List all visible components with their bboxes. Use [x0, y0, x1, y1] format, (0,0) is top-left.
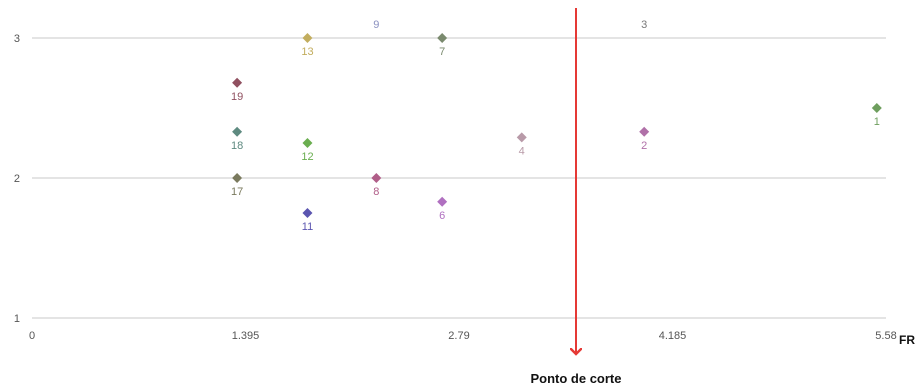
data-point-19: 19 — [231, 77, 243, 103]
data-point-4: 4 — [516, 132, 527, 157]
point-label: 1 — [874, 116, 880, 128]
x-axis-ticks: 0 1.395 2.79 4.185 5.58 — [29, 330, 897, 342]
point-marker — [302, 208, 313, 218]
point-label: 13 — [301, 46, 313, 58]
point-marker — [516, 132, 527, 143]
y-tick-label: 2 — [14, 173, 20, 185]
data-point-17: 17 — [231, 173, 243, 198]
x-tick-label: 5.58 — [875, 330, 896, 342]
grid-lines — [32, 37, 886, 319]
x-axis-title: FR — [899, 333, 915, 347]
x-tick-label: 4.185 — [659, 330, 687, 342]
point-label: 11 — [302, 221, 313, 233]
y-axis-ticks: 1 2 3 — [14, 33, 20, 325]
data-point-6: 6 — [437, 196, 448, 222]
point-label: 9 — [373, 19, 379, 31]
data-point-11: 11 — [302, 208, 313, 233]
point-marker — [302, 33, 313, 43]
data-point-9: 9 — [373, 19, 379, 31]
data-point-1: 1 — [871, 103, 882, 128]
point-label: 2 — [641, 140, 647, 152]
point-label: 12 — [301, 151, 313, 163]
point-marker — [639, 126, 650, 137]
point-label: 3 — [641, 19, 647, 31]
point-marker — [437, 196, 448, 207]
x-tick-label: 1.395 — [232, 330, 260, 342]
point-label: 18 — [231, 140, 243, 152]
point-label: 17 — [231, 186, 243, 198]
point-label: 19 — [231, 91, 243, 103]
data-point-2: 2 — [639, 126, 650, 152]
point-marker — [232, 173, 243, 183]
x-tick-label: 0 — [29, 330, 35, 342]
y-tick-label: 3 — [14, 33, 20, 45]
y-tick-label: 1 — [14, 313, 20, 325]
data-point-7: 7 — [437, 33, 448, 58]
point-label: 7 — [439, 46, 445, 58]
data-point-3: 3 — [641, 19, 647, 31]
point-label: 6 — [439, 210, 445, 222]
data-point-18: 18 — [231, 126, 243, 152]
point-marker — [232, 126, 243, 137]
data-point-13: 13 — [301, 33, 314, 58]
point-label: 4 — [519, 145, 525, 157]
point-marker — [302, 138, 313, 148]
point-marker — [371, 173, 382, 183]
point-label: 8 — [373, 186, 379, 198]
annotations: Ponto de corte — [530, 8, 622, 386]
data-point-8: 8 — [371, 173, 382, 198]
data-point-12: 12 — [301, 138, 314, 163]
x-tick-label: 2.79 — [448, 330, 469, 342]
cutoff-label: Ponto de corte — [530, 371, 621, 386]
point-marker — [437, 33, 448, 43]
point-marker — [232, 77, 243, 88]
point-marker — [871, 103, 882, 113]
